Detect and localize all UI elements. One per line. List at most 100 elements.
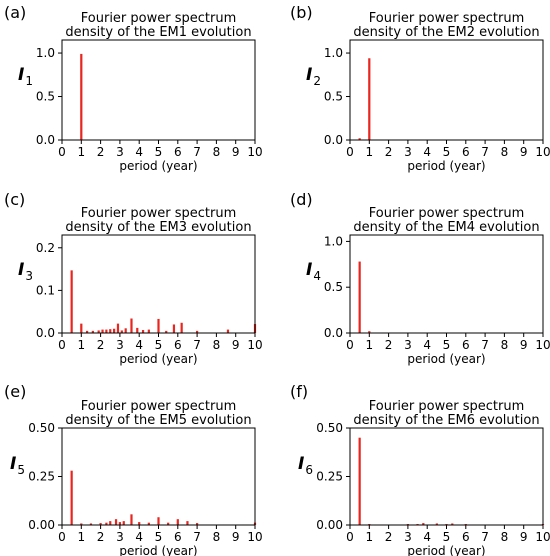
x-tick-label: 9 [232, 145, 240, 159]
x-tick-label: 5 [443, 338, 451, 352]
bar [109, 329, 112, 333]
bar [101, 329, 104, 333]
x-tick-label: 2 [97, 145, 105, 159]
bar [435, 523, 438, 525]
x-tick-label: 1 [365, 338, 373, 352]
x-tick-label: 2 [97, 338, 105, 352]
x-tick-label: 8 [213, 530, 221, 544]
y-tick-label: 0.5 [36, 90, 55, 104]
bar [138, 522, 141, 525]
x-tick-label: 9 [520, 338, 528, 352]
y-tick-label: 0.5 [324, 280, 343, 294]
y-tick-label: 0.1 [36, 283, 55, 297]
panel-letter: (e) [4, 382, 26, 401]
x-tick-label: 3 [404, 530, 412, 544]
chart-title-line: Fourier power spectrum [81, 11, 236, 26]
chart-title-line: Fourier power spectrum [81, 399, 236, 414]
x-tick-label: 1 [365, 145, 373, 159]
x-tick-label: 2 [97, 530, 105, 544]
x-tick-label: 8 [501, 338, 509, 352]
bar [422, 523, 425, 525]
bar [358, 437, 361, 525]
y-tick-label: 0.50 [28, 421, 55, 435]
bar [109, 521, 112, 525]
bar [130, 318, 133, 333]
chart-title-line: Fourier power spectrum [81, 206, 236, 221]
bar [136, 327, 139, 333]
bar [97, 330, 100, 333]
y-axis-label: I3 [18, 260, 33, 283]
x-tick-label: 6 [174, 145, 182, 159]
x-tick-label: 1 [77, 530, 85, 544]
bar [118, 522, 121, 525]
x-tick-label: 10 [247, 530, 262, 544]
panel-letter: (a) [4, 3, 26, 22]
bar [91, 330, 94, 333]
x-tick-label: 9 [520, 145, 528, 159]
x-tick-label: 0 [346, 338, 354, 352]
x-tick-label: 0 [58, 338, 66, 352]
x-tick-label: 5 [443, 530, 451, 544]
y-tick-label: 0.25 [316, 470, 343, 484]
bar [157, 517, 160, 525]
y-tick-label: 0.0 [324, 133, 343, 147]
bar [105, 329, 108, 333]
x-tick-label: 0 [346, 145, 354, 159]
bar [226, 329, 230, 333]
y-tick-label: 1.0 [324, 234, 343, 248]
bar [165, 330, 168, 333]
chart-title-line: density of the EM4 evolution [353, 220, 539, 235]
axes-frame [349, 234, 544, 334]
bar [147, 522, 150, 525]
x-tick-label: 8 [501, 530, 509, 544]
x-tick-label: 8 [501, 145, 509, 159]
x-tick-label: 5 [155, 145, 163, 159]
bar [113, 328, 116, 333]
x-tick-label: 5 [155, 530, 163, 544]
x-tick-label: 0 [58, 530, 66, 544]
axes-frame [61, 39, 256, 141]
bar [122, 521, 125, 525]
bar [114, 519, 118, 525]
x-tick-label: 4 [135, 530, 143, 544]
x-tick-label: 7 [481, 145, 489, 159]
panel-letter: (c) [4, 190, 25, 209]
bar [116, 323, 120, 333]
x-tick-label: 8 [213, 145, 221, 159]
x-tick-label: 4 [423, 530, 431, 544]
axes-frame [349, 427, 544, 526]
x-tick-label: 4 [423, 145, 431, 159]
bar [85, 330, 89, 333]
x-tick-label: 4 [135, 338, 143, 352]
x-tick-label: 1 [365, 530, 373, 544]
x-tick-label: 3 [116, 530, 124, 544]
bar [358, 261, 361, 333]
y-axis-label: I2 [306, 65, 321, 88]
bar [105, 522, 108, 525]
chart-title-line: Fourier power spectrum [369, 11, 524, 26]
chart-title-line: density of the EM5 evolution [65, 413, 251, 428]
y-tick-label: 0.0 [36, 133, 55, 147]
panel-letter: (d) [290, 190, 313, 209]
panel-letter: (f) [290, 382, 308, 401]
panel-letter: (b) [290, 3, 313, 22]
bar [176, 519, 179, 525]
axes-frame [61, 234, 256, 334]
x-tick-label: 0 [58, 145, 66, 159]
x-tick-label: 7 [481, 338, 489, 352]
bar [358, 138, 361, 140]
bar [147, 329, 150, 333]
chart-title-line: density of the EM3 evolution [65, 220, 251, 235]
bar [157, 318, 160, 333]
chart-title-line: Fourier power spectrum [369, 399, 524, 414]
x-axis-label: period (year) [119, 544, 197, 556]
y-axis-label: I1 [18, 65, 33, 88]
x-tick-label: 10 [535, 530, 550, 544]
y-tick-label: 0.0 [36, 326, 55, 340]
y-tick-label: 0.2 [36, 241, 55, 255]
x-tick-label: 7 [193, 530, 201, 544]
x-tick-label: 7 [481, 530, 489, 544]
bar [70, 470, 73, 525]
